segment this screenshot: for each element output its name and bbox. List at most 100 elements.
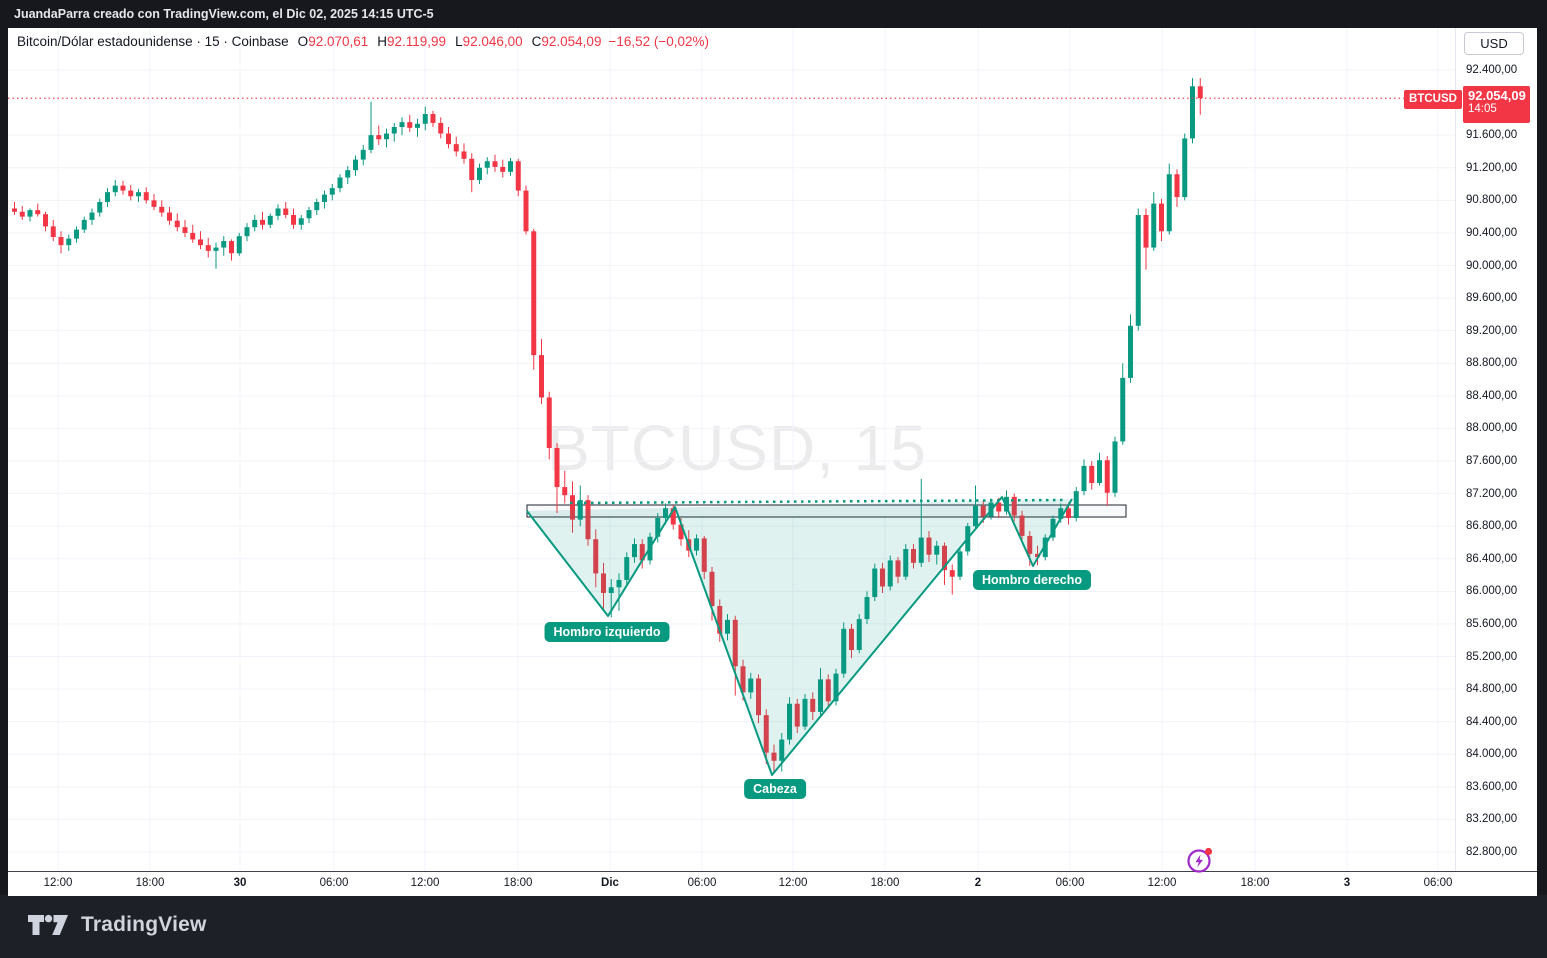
candle-body xyxy=(221,241,227,248)
candle-body xyxy=(616,579,622,588)
candle-body xyxy=(1042,537,1048,558)
candle-body xyxy=(694,538,699,551)
pattern-outline xyxy=(526,496,1073,776)
currency-toggle[interactable]: USD xyxy=(1464,32,1524,55)
candle-body xyxy=(570,495,575,520)
candle-body xyxy=(771,752,777,761)
candle-body xyxy=(895,560,901,577)
candle-body xyxy=(120,185,126,191)
candle-body xyxy=(1004,496,1009,512)
candle-body xyxy=(1073,491,1079,519)
spark-icon[interactable] xyxy=(1185,845,1215,875)
candle-body xyxy=(422,113,428,124)
candle-body xyxy=(717,606,723,634)
attribution-bar: JuandaParra creado con TradingView.com, … xyxy=(0,0,1547,28)
candle-body xyxy=(546,397,552,448)
candle-body xyxy=(35,210,41,215)
last-price-value: 92.054,09 xyxy=(1468,88,1526,103)
candle-body xyxy=(639,544,645,561)
time-axis-label: 3 xyxy=(1343,877,1351,889)
candle-body xyxy=(484,161,490,168)
time-axis-label: 12:00 xyxy=(43,877,73,889)
pattern-label-head[interactable]: Cabeza xyxy=(744,779,806,799)
candle-body xyxy=(12,208,17,212)
symbol-header: Bitcoin/Dólar estadounidense · 15 · Coin… xyxy=(17,34,709,49)
candle-body xyxy=(732,619,738,667)
candle-body xyxy=(329,188,335,195)
candle-body xyxy=(353,159,358,171)
candle-body xyxy=(872,568,878,598)
candle-body xyxy=(1019,515,1025,536)
candle-body xyxy=(58,236,64,246)
candle-body xyxy=(1097,460,1102,484)
candle-body xyxy=(1066,508,1071,519)
price-axis-label: 87.200,00 xyxy=(1466,487,1518,500)
price-axis[interactable]: 92.400,00 91.600,00 91.200,00 90.800,00 90.4… xyxy=(8,28,1537,871)
candle-body xyxy=(849,628,854,650)
candle-body xyxy=(128,190,134,197)
price-axis-label: 84.800,00 xyxy=(1466,683,1518,696)
candle-body xyxy=(174,220,180,228)
candle-body xyxy=(167,212,172,221)
tradingview-logo[interactable]: TradingView xyxy=(27,910,207,940)
candle-body xyxy=(585,500,591,540)
price-axis-label: 89.200,00 xyxy=(1466,324,1518,337)
candle-body xyxy=(980,505,986,517)
candle-body xyxy=(949,570,955,577)
candlestick-chart[interactable] xyxy=(8,28,1537,895)
last-price-time: 14:05 xyxy=(1468,103,1497,115)
candle-body xyxy=(887,560,893,587)
price-axis-label: 84.000,00 xyxy=(1466,748,1518,761)
candle-body xyxy=(748,678,754,693)
candle-body xyxy=(438,122,444,134)
candle-body xyxy=(515,161,521,191)
candle-body xyxy=(709,571,715,607)
candle-body xyxy=(492,161,498,167)
candle-body xyxy=(508,161,513,172)
candle-body xyxy=(19,211,25,217)
time-axis-label: 06:00 xyxy=(1423,877,1453,889)
price-axis-label: 85.200,00 xyxy=(1466,650,1518,663)
price-axis-label: 88.000,00 xyxy=(1466,422,1518,435)
candle-body xyxy=(143,192,149,201)
price-axis-label: 89.600,00 xyxy=(1466,292,1518,305)
candle-body xyxy=(190,232,196,240)
candle-body xyxy=(1120,377,1126,442)
candle-body xyxy=(725,619,730,634)
candle-body xyxy=(833,673,839,702)
candle-body xyxy=(477,167,482,180)
candle-body xyxy=(1089,465,1095,484)
candle-body xyxy=(345,170,351,178)
tradingview-logo-text: TradingView xyxy=(81,913,207,936)
candle-body xyxy=(43,214,48,227)
candle-body xyxy=(1035,553,1040,558)
candle-body xyxy=(252,219,258,228)
price-axis-label: 86.000,00 xyxy=(1466,585,1518,598)
candle-body xyxy=(1190,86,1195,139)
time-axis-label: 18:00 xyxy=(503,877,533,889)
last-price-badge: 92.054,09 14:05 xyxy=(1463,86,1530,123)
candle-body xyxy=(1143,214,1149,248)
pattern-label-left-shoulder[interactable]: Hombro izquierdo xyxy=(544,622,670,642)
close-value: 92.054,09 xyxy=(541,34,602,49)
time-axis-label: 12:00 xyxy=(410,877,440,889)
candle-body xyxy=(973,505,978,527)
pattern-label-right-shoulder[interactable]: Hombro derecho xyxy=(972,570,1092,590)
low-label: L xyxy=(455,34,463,49)
price-axis-label: 91.200,00 xyxy=(1466,161,1518,174)
candle-body xyxy=(500,166,506,172)
candle-body xyxy=(1174,174,1180,198)
candle-body xyxy=(740,666,746,693)
high-value: 92.119,99 xyxy=(387,34,447,49)
candle-body xyxy=(1166,174,1172,232)
time-axis-label: 06:00 xyxy=(1055,877,1085,889)
lightning-bolt-icon xyxy=(1195,854,1203,868)
candle-body xyxy=(1011,496,1017,516)
time-axis[interactable]: 12:00 18:00 30 06:00 12:00 18:00 Dic 06:00 12:00… xyxy=(8,871,1537,896)
price-axis-label: 86.400,00 xyxy=(1466,552,1518,565)
candle-body xyxy=(787,703,792,740)
candle-body xyxy=(151,200,157,207)
candle-body xyxy=(298,218,304,225)
price-axis-label: 85.600,00 xyxy=(1466,617,1518,630)
candle-body xyxy=(794,703,800,727)
